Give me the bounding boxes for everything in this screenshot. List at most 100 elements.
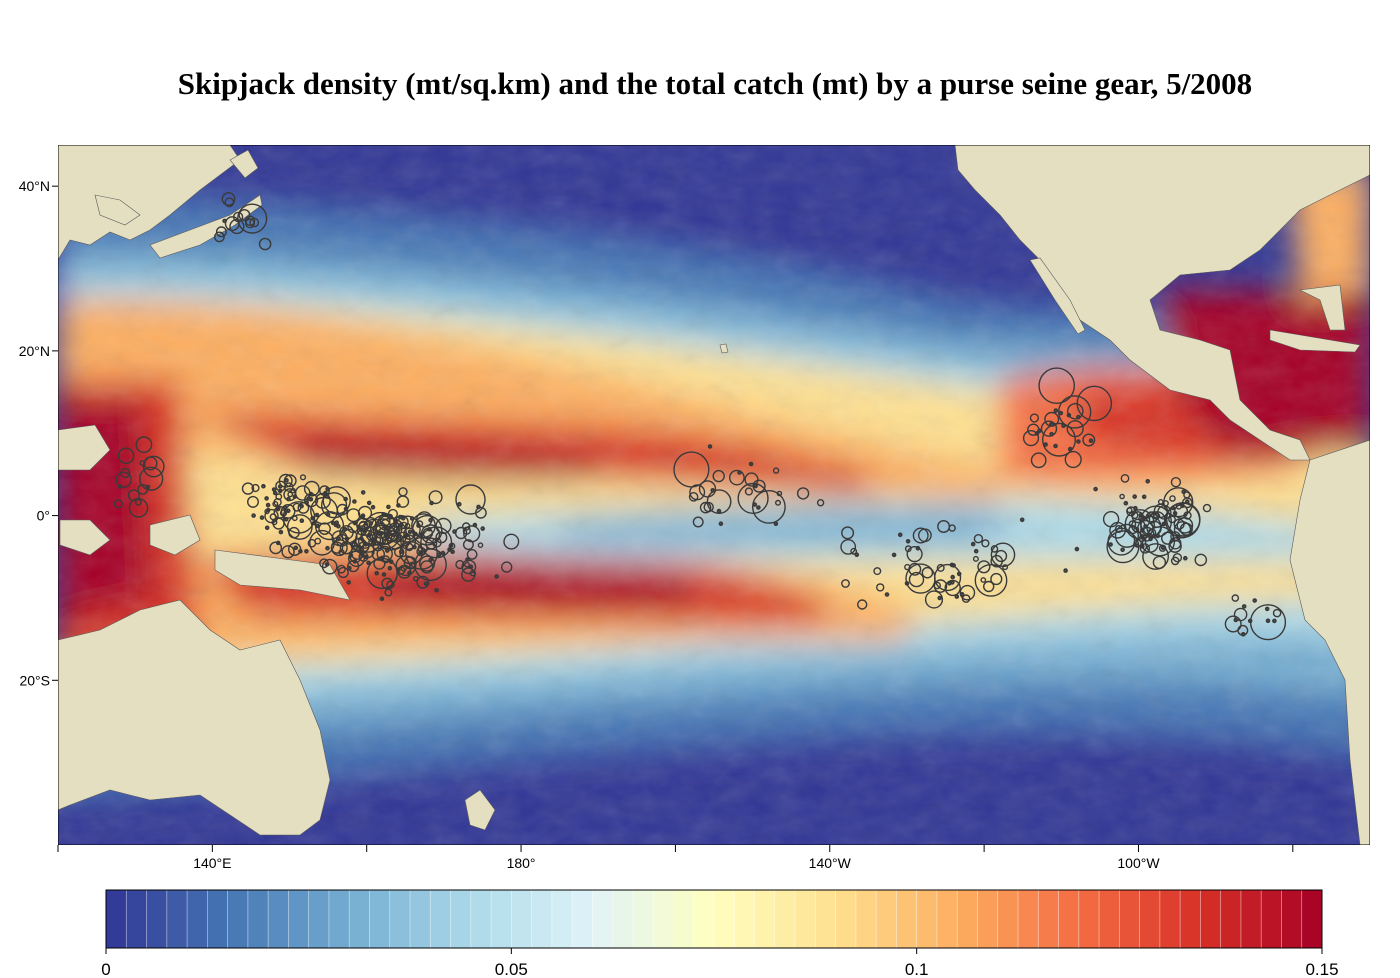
colorbar-bin — [1078, 890, 1100, 948]
catch-circle — [466, 549, 478, 560]
catch-circle — [272, 501, 279, 508]
catch-circle — [377, 513, 395, 531]
catch-circle — [1109, 521, 1127, 539]
catch-circle — [1027, 423, 1040, 436]
catch-circle — [363, 511, 398, 546]
catch-circle — [371, 547, 385, 561]
catch-circle — [127, 489, 140, 502]
catch-circle — [419, 532, 424, 537]
catch-circle — [319, 485, 330, 497]
catch-circle — [366, 560, 371, 566]
catch-circle — [1093, 486, 1098, 492]
catch-circle — [423, 581, 429, 587]
colorbar-bin — [1139, 890, 1161, 948]
catch-circle — [265, 502, 271, 508]
catch-circle — [213, 231, 225, 243]
colorbar-bin — [430, 890, 451, 948]
catch-circle — [1252, 598, 1257, 603]
catch-circle — [905, 539, 911, 544]
catch-circle — [924, 590, 944, 609]
catch-circle — [1168, 515, 1176, 524]
catch-circle — [1264, 606, 1270, 612]
colorbar-bin — [146, 890, 168, 948]
catch-circle — [428, 490, 443, 505]
catch-circle — [384, 532, 389, 537]
catch-circle — [1155, 533, 1161, 539]
catch-circle — [1141, 494, 1147, 500]
catch-circle — [304, 500, 310, 505]
catch-circle — [1040, 420, 1058, 437]
catch-circle — [840, 539, 857, 555]
catch-circle — [873, 567, 882, 576]
catch-circle — [286, 496, 291, 502]
catch-circle — [400, 521, 408, 530]
catch-circle — [379, 596, 385, 602]
catch-circle — [1041, 422, 1076, 457]
catch-circle — [707, 444, 713, 449]
catch-circle — [416, 575, 430, 589]
colorbar-bin — [1281, 890, 1303, 948]
catch-circle — [710, 488, 716, 493]
catch-circle — [1148, 511, 1166, 528]
catch-circle — [276, 505, 281, 511]
catch-circle — [395, 531, 411, 547]
lon-tick-label: 140°W — [809, 855, 852, 871]
catch-circle — [1063, 568, 1068, 573]
catch-circle — [325, 545, 330, 551]
catch-circle — [238, 208, 251, 221]
catch-circle — [282, 505, 288, 510]
colorbar-bin — [1301, 890, 1323, 948]
colorbar-bin — [369, 890, 391, 948]
colorbar-bin — [166, 890, 188, 948]
catch-circle — [503, 533, 520, 550]
catch-circle — [224, 216, 240, 232]
colorbar-tick-label: 0 — [101, 960, 110, 978]
catch-circle — [403, 556, 417, 570]
catch-circle — [729, 469, 745, 486]
lon-tick-label: 140°E — [193, 855, 231, 871]
catch-circle — [265, 507, 271, 513]
colorbar-bin — [774, 890, 796, 948]
catch-circle — [950, 580, 955, 585]
catch-circle — [299, 474, 307, 481]
colorbar-bin — [855, 890, 877, 948]
catch-circle — [416, 520, 424, 528]
catch-circle — [1126, 507, 1133, 514]
catch-circle — [1067, 446, 1073, 452]
catch-circle — [414, 548, 447, 582]
catch-circle — [264, 496, 269, 501]
catch-circle — [796, 487, 810, 500]
catch-circle — [277, 488, 283, 494]
catch-circle — [718, 521, 724, 527]
catch-circle — [1152, 512, 1161, 520]
colorbar-bin — [835, 890, 857, 948]
catch-circle — [1107, 527, 1136, 556]
catch-circle — [776, 490, 783, 497]
colorbar-bin — [936, 890, 958, 948]
catch-circle — [1022, 430, 1040, 447]
catch-circle — [936, 563, 945, 572]
catch-circle — [275, 540, 281, 546]
catch-circle — [1140, 544, 1145, 549]
colorbar-bin — [126, 890, 147, 948]
catch-circle — [278, 529, 284, 535]
catch-circle — [416, 546, 426, 557]
colorbar-bin — [916, 890, 938, 948]
catch-circle — [1272, 608, 1282, 618]
catch-circle — [281, 545, 295, 559]
catch-circle — [321, 492, 348, 519]
catch-circle — [476, 504, 481, 510]
colorbar-bin — [1159, 890, 1181, 948]
catch-circle — [1241, 604, 1247, 609]
catch-circle — [287, 491, 294, 498]
catch-circle — [954, 594, 960, 599]
catch-circle — [933, 563, 962, 592]
catch-circle — [372, 522, 389, 539]
catch-circle — [1160, 531, 1175, 545]
colorbar-bin — [1180, 890, 1201, 948]
catch-circle — [973, 534, 984, 544]
catch-circle — [716, 508, 722, 514]
catch-circle — [1170, 477, 1182, 488]
catch-circle — [356, 517, 371, 532]
catch-circle — [299, 518, 305, 524]
